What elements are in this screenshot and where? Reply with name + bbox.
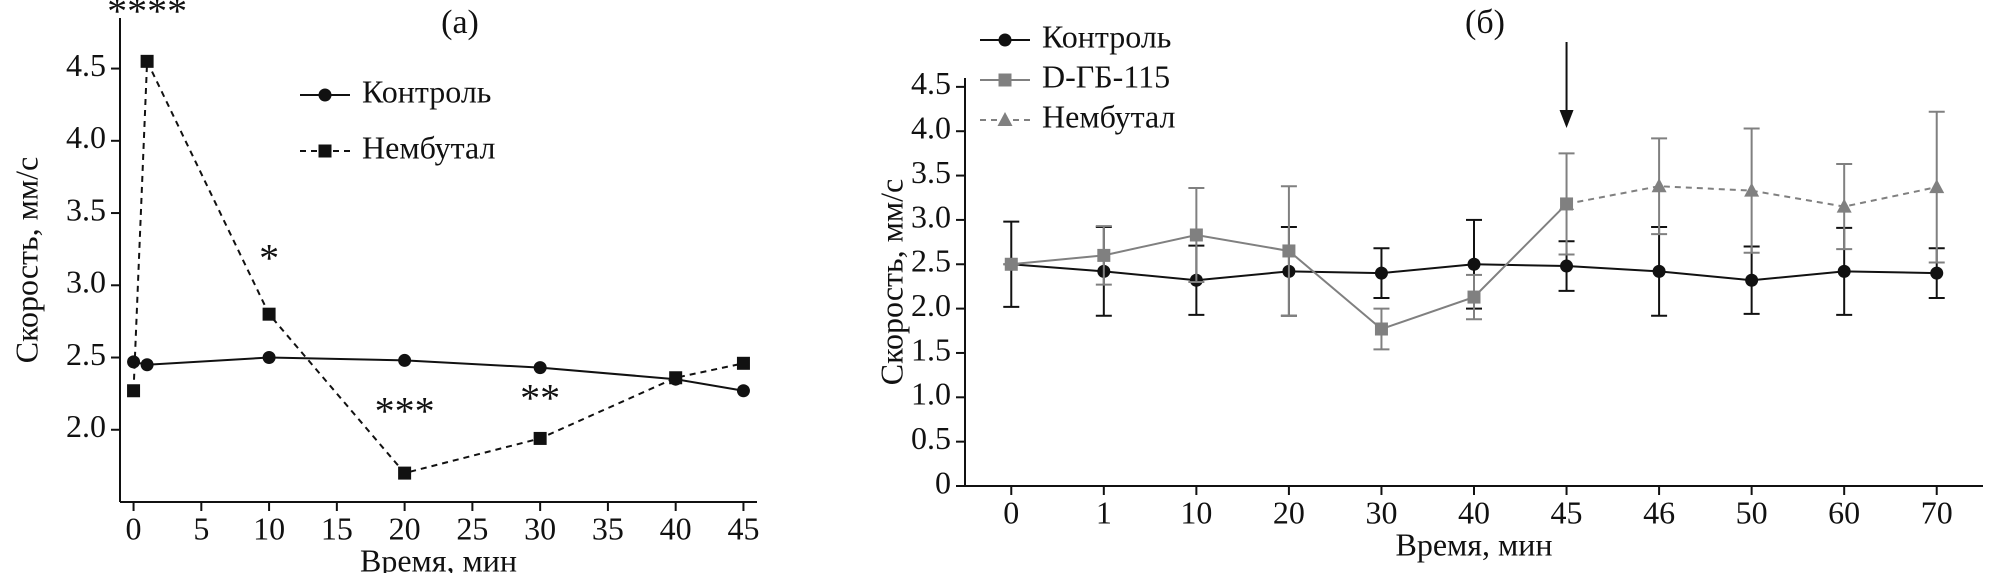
y-tick-label: 3.5 <box>66 191 106 227</box>
marker <box>127 355 141 369</box>
y-tick-label: 3.5 <box>911 154 951 190</box>
x-tick-label: 20 <box>389 510 421 546</box>
x-tick-label: 35 <box>592 510 624 546</box>
y-tick-label: 4.0 <box>911 110 951 146</box>
marker <box>127 384 141 398</box>
x-tick-label: 30 <box>1365 494 1397 530</box>
marker <box>1929 179 1945 194</box>
marker <box>1282 244 1296 258</box>
legend-label: Нембутал <box>1042 98 1175 134</box>
marker <box>1652 264 1666 278</box>
x-tick-label: 60 <box>1828 494 1860 530</box>
marker <box>1560 259 1574 273</box>
marker <box>398 466 412 480</box>
marker <box>1559 195 1575 210</box>
marker <box>140 54 154 68</box>
legend-label: Нембутал <box>362 129 495 165</box>
marker <box>262 351 276 365</box>
marker <box>1097 248 1111 262</box>
legend-label: Контроль <box>1042 18 1171 54</box>
x-tick-label: 70 <box>1921 494 1953 530</box>
y-tick-label: 2.5 <box>911 243 951 279</box>
marker <box>533 431 547 445</box>
x-tick-label: 30 <box>524 510 556 546</box>
x-tick-label: 40 <box>660 510 692 546</box>
marker <box>1837 264 1851 278</box>
marker <box>398 353 412 367</box>
x-tick-label: 50 <box>1736 494 1768 530</box>
y-tick-label: 4.5 <box>911 65 951 101</box>
legend-marker <box>998 33 1012 47</box>
chart-title: (б) <box>1465 4 1505 41</box>
marker <box>1467 257 1481 271</box>
marker <box>1189 228 1203 242</box>
x-tick-label: 40 <box>1458 494 1490 530</box>
marker <box>1374 266 1388 280</box>
x-tick-label: 10 <box>1180 494 1212 530</box>
arrow-head <box>1559 110 1574 128</box>
marker <box>262 307 276 321</box>
y-axis-label: Скорость, мм/с <box>8 157 44 363</box>
legend-label: D-ГБ-115 <box>1042 58 1170 94</box>
marker <box>533 361 547 375</box>
series-line <box>1566 185 1937 208</box>
annotation: **** <box>107 0 187 34</box>
marker <box>1744 182 1760 197</box>
x-tick-label: 0 <box>1003 494 1019 530</box>
x-tick-label: 45 <box>727 510 759 546</box>
y-tick-label: 0.5 <box>911 420 951 456</box>
x-tick-label: 0 <box>126 510 142 546</box>
x-tick-label: 46 <box>1643 494 1675 530</box>
y-tick-label: 1.5 <box>911 331 951 367</box>
marker <box>1374 322 1388 336</box>
y-tick-label: 3.0 <box>66 264 106 300</box>
y-tick-label: 1.0 <box>911 376 951 412</box>
x-tick-label: 10 <box>253 510 285 546</box>
x-tick-label: 1 <box>1096 494 1112 530</box>
marker <box>140 358 154 372</box>
x-tick-label: 25 <box>456 510 488 546</box>
y-tick-label: 4.0 <box>66 119 106 155</box>
x-tick-label: 5 <box>193 510 209 546</box>
x-tick-label: 15 <box>321 510 353 546</box>
legend-label: Контроль <box>362 73 491 109</box>
y-axis-label: Скорость, мм/с <box>873 179 909 385</box>
marker <box>1651 178 1667 193</box>
y-tick-label: 2.5 <box>66 336 106 372</box>
legend-marker <box>318 88 332 102</box>
x-tick-label: 45 <box>1551 494 1583 530</box>
marker <box>1836 198 1852 213</box>
marker <box>669 371 683 385</box>
annotation: * <box>259 235 279 280</box>
x-axis-label: Время, мин <box>1395 526 1552 562</box>
y-tick-label: 0 <box>935 464 951 500</box>
y-tick-label: 4.5 <box>66 47 106 83</box>
series-line <box>132 60 744 475</box>
y-tick-label: 2.0 <box>911 287 951 323</box>
series-line <box>133 356 744 392</box>
chart-title: (а) <box>441 4 479 41</box>
marker <box>736 384 750 398</box>
marker <box>736 356 750 370</box>
x-axis-label: Время, мин <box>360 542 517 573</box>
legend-marker <box>318 144 332 158</box>
marker <box>1930 266 1944 280</box>
annotation: ** <box>520 376 560 421</box>
marker <box>1745 273 1759 287</box>
legend-marker <box>997 112 1013 126</box>
annotation: *** <box>375 388 435 433</box>
x-tick-label: 20 <box>1273 494 1305 530</box>
marker <box>1004 257 1018 271</box>
legend-marker <box>998 73 1012 87</box>
y-tick-label: 3.0 <box>911 198 951 234</box>
marker <box>1467 290 1481 304</box>
y-tick-label: 2.0 <box>66 408 106 444</box>
